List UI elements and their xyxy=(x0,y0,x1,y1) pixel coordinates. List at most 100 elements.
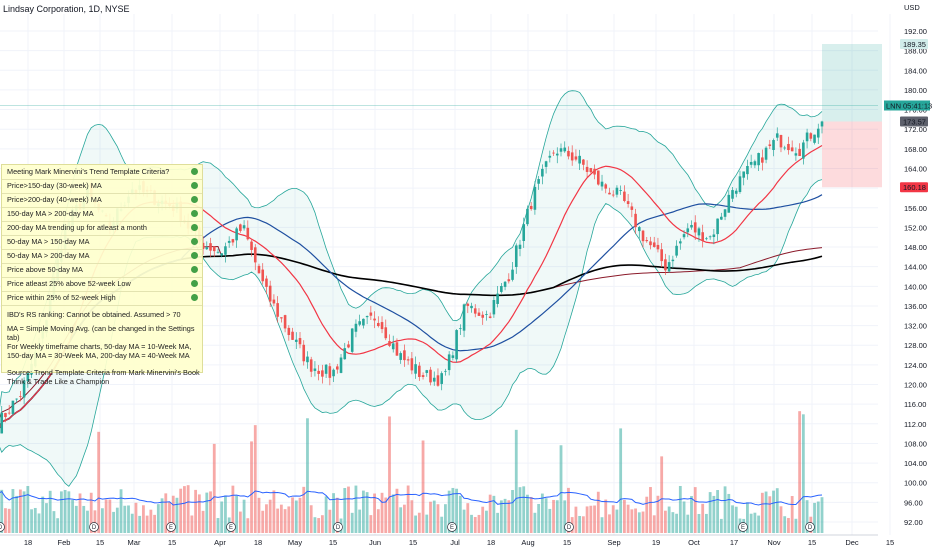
volume-bar xyxy=(328,509,332,533)
event-markers[interactable]: DDEEDEDED xyxy=(0,522,815,532)
candle-body xyxy=(679,241,682,244)
candle-body xyxy=(555,153,559,156)
volume-bar xyxy=(171,495,175,533)
price-tick-label: 148.00 xyxy=(904,243,927,252)
volume-bar xyxy=(626,504,630,533)
candle-body xyxy=(380,322,384,330)
candle-body xyxy=(496,293,499,304)
long-position-tool[interactable] xyxy=(0,44,882,188)
volume-bar xyxy=(406,485,410,533)
candle-body xyxy=(589,168,593,173)
candle-body xyxy=(242,225,246,229)
volume-bar xyxy=(212,443,216,533)
candle-body xyxy=(552,152,555,154)
time-tick-label: May xyxy=(288,538,302,547)
volume-bar xyxy=(216,518,220,533)
volume-bar xyxy=(783,516,787,533)
candle-body xyxy=(764,147,768,160)
dividend-marker xyxy=(89,522,99,532)
volume-bar xyxy=(522,486,526,533)
candle-body xyxy=(664,259,667,271)
volume-bar xyxy=(37,513,41,533)
candle-body xyxy=(623,191,626,201)
volume-bar xyxy=(526,494,529,533)
volume-bar xyxy=(410,500,414,533)
event-marker-label: D xyxy=(567,525,572,531)
candle-body xyxy=(261,269,265,282)
earnings-marker xyxy=(738,522,748,532)
volume-bar xyxy=(388,416,391,533)
source-line: Think & Trade Like a Champion xyxy=(7,377,110,386)
volume-bar xyxy=(772,490,775,533)
time-tick-label: 17 xyxy=(730,538,738,547)
last-price-badge-bg xyxy=(884,100,930,111)
volume-bar xyxy=(816,501,820,533)
volume-bar xyxy=(373,493,376,533)
price-tick-label: 168.00 xyxy=(904,145,927,154)
candle-body xyxy=(593,168,596,175)
volume-bar xyxy=(798,411,802,533)
ibd-rs-ranking: IBD's RS ranking: Cannot be obtained. As… xyxy=(7,310,181,319)
volume-bar xyxy=(753,512,757,533)
volume-bar xyxy=(719,518,723,533)
time-axis[interactable]: 18 Feb 15 Mar 15 Apr 18 May 15 Jun 15 Jul 18 Aug 15 Sep… xyxy=(0,534,894,547)
criteria-row: 50-day MA > 200-day MA xyxy=(2,249,202,264)
time-tick-label: Apr xyxy=(214,538,226,547)
candle-body xyxy=(451,355,455,358)
volume-bar xyxy=(287,506,291,533)
volume-bar xyxy=(261,510,265,533)
price-axis[interactable]: 192.00188.00184.00180.00176.00172.00168.… xyxy=(884,3,932,527)
price-tick-label: 128.00 xyxy=(904,341,927,350)
volume-bar xyxy=(757,515,761,533)
volume-bar xyxy=(473,517,477,533)
candle-body xyxy=(455,330,458,360)
volume-bar xyxy=(115,507,119,533)
candle-body xyxy=(500,286,503,292)
volume-bar xyxy=(4,508,7,533)
candle-body xyxy=(813,134,816,143)
criteria-row: Price above 50-day MA xyxy=(2,263,202,278)
candle-body xyxy=(481,314,485,318)
candle-body xyxy=(533,186,537,210)
volume-bar xyxy=(567,487,570,533)
event-marker-label: D xyxy=(0,525,3,531)
price-tick-label: 144.00 xyxy=(904,263,927,272)
volume-bar xyxy=(205,492,209,533)
volume-bar xyxy=(678,485,682,533)
status-dot-icon xyxy=(191,182,198,189)
candle-body xyxy=(257,265,261,274)
volume-bar xyxy=(164,493,168,533)
volume-bar xyxy=(127,505,130,533)
price-tick-label: 172.00 xyxy=(904,125,927,134)
volume-bar xyxy=(746,502,749,533)
event-marker-label: D xyxy=(336,525,341,531)
dividend-marker xyxy=(333,522,343,532)
candle-body xyxy=(675,245,678,256)
volume-bar xyxy=(369,515,373,533)
volume-bar xyxy=(641,511,645,533)
candle-body xyxy=(280,317,283,319)
earnings-marker xyxy=(447,522,457,532)
candle-body xyxy=(634,213,637,228)
candle-body xyxy=(227,240,231,243)
volume-bar xyxy=(78,493,82,533)
volume-bar xyxy=(671,512,675,533)
trend-template-panel: Meeting Mark Minervini's Trend Template … xyxy=(1,164,203,386)
volume-bar xyxy=(220,501,224,533)
candle-body xyxy=(805,132,809,142)
candle-body xyxy=(421,375,425,377)
volume-bar xyxy=(697,513,701,533)
volume-bar xyxy=(481,506,485,533)
volume-bar xyxy=(649,487,652,533)
candle-body xyxy=(641,230,645,242)
volume-bar xyxy=(514,429,518,533)
volume-bar xyxy=(302,486,306,533)
earnings-marker xyxy=(226,522,236,532)
volume-bar xyxy=(134,502,138,533)
candle-body xyxy=(224,246,227,255)
candle-body xyxy=(749,161,753,165)
volume-bar xyxy=(656,495,660,533)
dividend-marker xyxy=(0,522,5,532)
candle-body xyxy=(693,222,697,233)
volume-bar xyxy=(231,485,235,533)
